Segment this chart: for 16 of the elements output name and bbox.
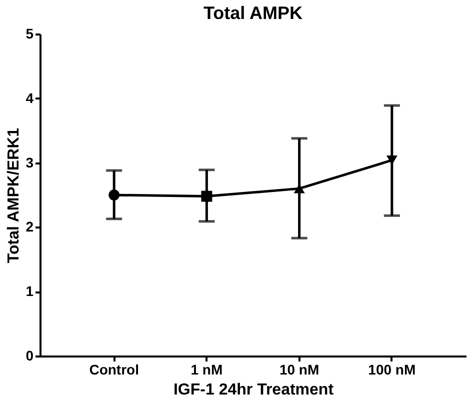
y-tick-label: 0 xyxy=(26,348,34,364)
y-tick-label: 4 xyxy=(26,90,34,106)
point xyxy=(201,190,212,202)
point xyxy=(108,190,120,200)
y-axis-title: Total AMPK/ERK1 xyxy=(6,128,23,264)
x-tick-label: 10 nM xyxy=(279,362,320,378)
point xyxy=(386,155,398,165)
x-tick-label: 100 nM xyxy=(368,362,416,378)
x-tick-label: 1 nM xyxy=(190,362,223,378)
x-axis-title: IGF-1 24hr Treatment xyxy=(173,382,334,398)
y-tick-label: 3 xyxy=(26,154,34,170)
chart-title: Total AMPK xyxy=(204,3,302,23)
y-tick-label: 5 xyxy=(26,26,34,42)
x-tick-label: Control xyxy=(89,362,139,378)
y-tick-label: 2 xyxy=(26,218,34,235)
y-tick-label: 1 xyxy=(26,283,34,300)
